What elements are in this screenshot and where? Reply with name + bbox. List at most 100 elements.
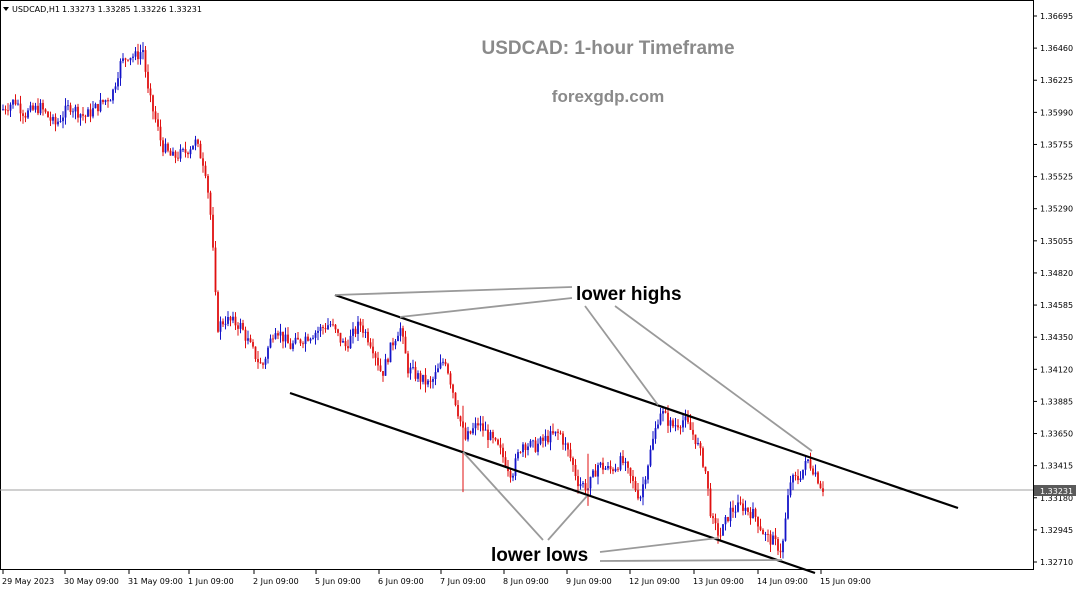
candle-down xyxy=(359,321,362,326)
candle-down xyxy=(494,437,497,440)
candle-up xyxy=(624,461,627,463)
candle-down xyxy=(369,342,372,347)
candle-down xyxy=(362,325,364,333)
candles-group xyxy=(2,42,824,559)
candle-down xyxy=(469,431,472,434)
candle-up xyxy=(247,338,249,341)
candle-up xyxy=(114,86,117,90)
candle-down xyxy=(229,317,232,321)
candle-down xyxy=(809,459,812,469)
candle-down xyxy=(254,346,257,360)
candle-up xyxy=(29,105,32,111)
candle-up xyxy=(389,342,392,363)
watermark: forexgdp.com xyxy=(552,87,664,106)
candle-down xyxy=(344,341,347,347)
candle-up xyxy=(744,507,747,511)
candle-down xyxy=(819,483,822,489)
pointer-low-2 xyxy=(547,495,588,541)
candle-down xyxy=(664,411,667,413)
candle-up xyxy=(564,443,567,445)
candle-down xyxy=(377,357,379,366)
candle-up xyxy=(17,103,19,105)
pointer-high-3 xyxy=(584,305,659,406)
lower-highs-pointers xyxy=(334,286,813,452)
candle-up xyxy=(807,459,809,462)
candle-down xyxy=(769,534,772,545)
y-tick-label: 1.35755 xyxy=(1040,140,1073,149)
candle-up xyxy=(549,431,552,443)
candle-up xyxy=(194,139,197,146)
pointer-low-3 xyxy=(599,537,719,553)
candle-up xyxy=(112,89,114,101)
chart-menu-triangle-icon[interactable] xyxy=(3,7,9,11)
candle-up xyxy=(172,151,174,156)
candle-down xyxy=(97,103,99,112)
candle-up xyxy=(219,321,222,332)
y-tick-label: 1.35525 xyxy=(1040,173,1073,182)
candle-up xyxy=(192,145,194,150)
candle-up xyxy=(642,484,644,498)
candle-down xyxy=(727,517,729,522)
candle-up xyxy=(397,335,399,342)
candle-down xyxy=(387,359,389,363)
candle-up xyxy=(592,470,594,477)
candle-down xyxy=(499,444,502,448)
candle-up xyxy=(12,99,14,105)
candle-up xyxy=(79,114,82,118)
candle-down xyxy=(779,550,782,553)
y-tick-label: 1.36695 xyxy=(1040,12,1073,21)
candle-down xyxy=(107,100,109,102)
candle-down xyxy=(687,416,689,423)
candle-down xyxy=(689,422,692,430)
candle-up xyxy=(649,449,652,466)
candle-up xyxy=(399,328,402,336)
candle-down xyxy=(559,432,562,434)
candle-down xyxy=(44,109,47,112)
candle-up xyxy=(394,341,397,346)
x-tick-label: 7 Jun 09:00 xyxy=(440,577,486,586)
candle-down xyxy=(704,466,707,472)
candle-down xyxy=(69,105,72,112)
y-tick-label: 1.34585 xyxy=(1040,301,1073,310)
candle-up xyxy=(142,50,144,53)
candle-down xyxy=(449,373,452,385)
candle-up xyxy=(269,338,272,348)
candle-up xyxy=(164,143,167,153)
candle-down xyxy=(629,467,632,476)
candle-down xyxy=(332,324,334,326)
candle-down xyxy=(154,111,157,120)
candle-up xyxy=(284,334,287,342)
candle-down xyxy=(774,535,777,540)
candle-down xyxy=(714,518,717,524)
candle-down xyxy=(32,105,34,110)
candle-up xyxy=(669,420,672,426)
candle-up xyxy=(92,108,94,117)
candle-up xyxy=(647,465,649,480)
candle-up xyxy=(139,52,142,60)
candle-up xyxy=(722,524,724,536)
y-tick-label: 1.35990 xyxy=(1040,108,1073,117)
candle-up xyxy=(227,317,229,324)
candle-down xyxy=(429,380,432,382)
candle-up xyxy=(589,476,592,489)
candle-down xyxy=(214,247,217,293)
candle-down xyxy=(259,362,262,364)
candle-up xyxy=(599,462,602,466)
candle-up xyxy=(62,117,64,122)
candle-down xyxy=(204,165,207,176)
candle-up xyxy=(442,361,444,363)
candle-down xyxy=(184,149,187,153)
candle-down xyxy=(707,471,709,489)
candle-down xyxy=(747,507,749,512)
candle-down xyxy=(667,412,669,426)
candle-down xyxy=(337,329,339,333)
candle-down xyxy=(404,336,407,354)
candle-up xyxy=(792,475,794,483)
candle-down xyxy=(347,346,349,349)
candle-down xyxy=(324,328,327,330)
candle-down xyxy=(504,457,507,467)
candle-up xyxy=(657,424,659,429)
candle-down xyxy=(257,359,259,363)
candle-up xyxy=(94,103,97,109)
